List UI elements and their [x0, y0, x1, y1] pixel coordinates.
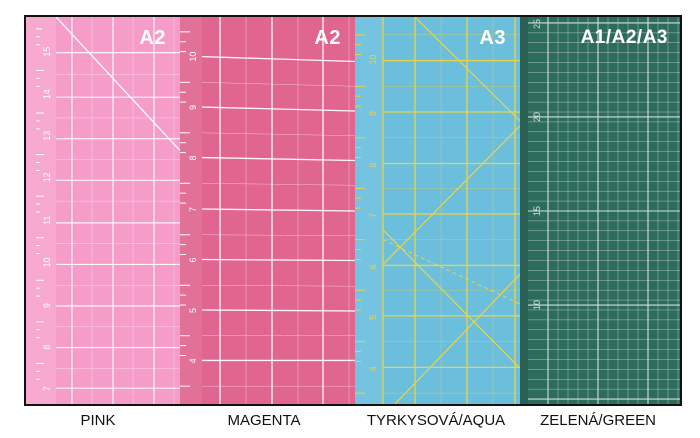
green-mat-grid: 25 20 15 10	[520, 17, 680, 404]
aqua-mat-grid: 10 9 8 7 6 5 4	[355, 17, 520, 404]
green-ruler-label-10: 10	[532, 300, 542, 310]
pink-ruler-label-8: 8	[42, 345, 52, 350]
pink-mat-grid: 15 14 13 12 11 10 9 8 7	[26, 17, 180, 404]
pink-ruler-label-13: 13	[42, 131, 52, 141]
caption-magenta: MAGENTA	[227, 412, 301, 429]
aqua-ruler-label-9: 9	[368, 111, 378, 116]
mat-aqua: 10 9 8 7 6 5 4 A3	[355, 17, 520, 404]
green-ruler-label-15: 15	[532, 206, 542, 216]
magenta-ruler-label-7: 7	[188, 207, 198, 212]
magenta-size-label: A2	[314, 27, 341, 49]
caption-pink: PINK	[80, 412, 116, 429]
aqua-ruler-label-4: 4	[368, 366, 378, 371]
aqua-ruler-label-8: 8	[368, 162, 378, 167]
pink-ruler-label-7: 7	[42, 386, 52, 391]
mat-green: 25 20 15 10 A1/A2/A3	[520, 17, 680, 404]
mat-pink: 15 14 13 12 11 10 9 8 7 A2	[26, 17, 180, 404]
aqua-ruler-label-6: 6	[368, 264, 378, 269]
aqua-ruler-label-5: 5	[368, 315, 378, 320]
green-ruler-label-20: 20	[532, 112, 542, 122]
aqua-ruler-label-7: 7	[368, 213, 378, 218]
cutting-mats-photo: 15 14 13 12 11 10 9 8 7 A2	[24, 15, 682, 406]
pink-size-label: A2	[139, 27, 166, 49]
green-size-label: A1/A2/A3	[580, 27, 668, 48]
magenta-ruler-label-4: 4	[188, 358, 198, 363]
magenta-mat-grid: 10 9 8 7 6 5 4	[180, 17, 355, 404]
magenta-ruler-label-9: 9	[188, 105, 198, 110]
caption-aqua: TYRKYSOVÁ/AQUA	[366, 412, 506, 429]
magenta-ruler-label-10: 10	[188, 52, 198, 62]
aqua-ruler-label-10: 10	[368, 55, 378, 65]
pink-ruler-label-14: 14	[42, 89, 52, 99]
pink-ruler-label-11: 11	[42, 216, 52, 225]
magenta-ruler-label-6: 6	[188, 257, 198, 262]
pink-ruler-label-12: 12	[42, 172, 52, 182]
pink-ruler-label-15: 15	[42, 47, 52, 57]
magenta-ruler-label-5: 5	[188, 308, 198, 313]
aqua-size-label: A3	[479, 27, 506, 49]
pink-ruler-label-9: 9	[42, 303, 52, 308]
color-captions: PINK MAGENTA TYRKYSOVÁ/AQUA ZELENÁ/GREEN	[24, 408, 682, 436]
magenta-ruler-label-8: 8	[188, 156, 198, 161]
mat-magenta: 10 9 8 7 6 5 4 A2	[180, 17, 355, 404]
green-ruler-label-25: 25	[532, 19, 542, 29]
pink-ruler-label-10: 10	[42, 257, 52, 267]
caption-green: ZELENÁ/GREEN	[540, 412, 656, 429]
